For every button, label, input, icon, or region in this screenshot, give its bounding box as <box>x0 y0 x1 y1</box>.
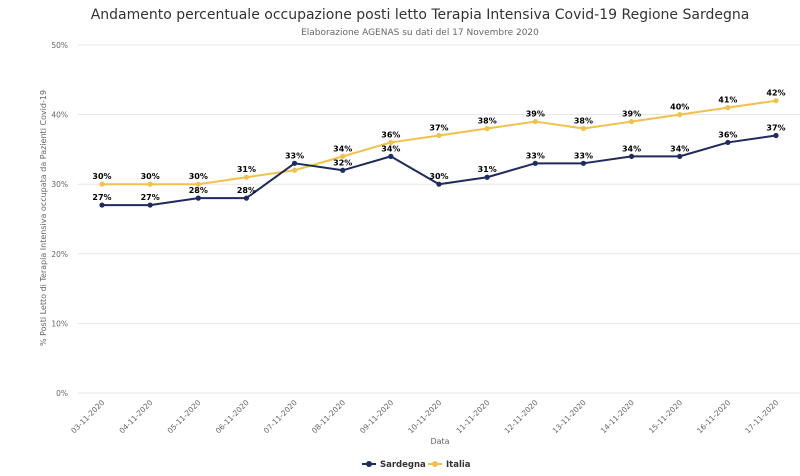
data-label-sardegna: 27% <box>141 193 160 202</box>
data-point-italia[interactable] <box>484 125 490 132</box>
chart-subtitle: Elaborazione AGENAS su dati del 17 Novem… <box>301 28 539 38</box>
data-point-sardegna[interactable] <box>99 202 105 208</box>
x-axis-ticks: 03-11-2020 04-11-2020 05-11-2020 06-11-2020… <box>69 398 780 435</box>
data-point-italia[interactable] <box>580 125 587 132</box>
data-point-italia[interactable] <box>773 98 779 104</box>
data-point-sardegna[interactable] <box>291 160 298 166</box>
data-point-sardegna[interactable] <box>773 132 779 139</box>
series-lines <box>99 98 779 208</box>
data-label-sardegna: 33% <box>574 151 593 160</box>
y-tick-label: 0% <box>56 389 68 398</box>
y-tick-label: 40% <box>51 111 68 120</box>
data-point-sardegna[interactable] <box>195 195 201 201</box>
data-point-sardegna[interactable] <box>532 160 538 166</box>
data-label-sardegna: 30% <box>429 172 448 181</box>
x-tick-label: 13-11-2020 <box>551 398 588 435</box>
data-point-sardegna[interactable] <box>677 153 683 159</box>
legend: Sardegna Italia <box>362 460 471 470</box>
data-label-italia: 38% <box>478 117 497 126</box>
data-label-sardegna: 37% <box>766 123 785 132</box>
data-point-italia[interactable] <box>340 153 346 159</box>
legend-item-sardegna[interactable]: Sardegna <box>362 460 426 470</box>
data-label-italia: 31% <box>237 165 256 174</box>
y-tick-label: 10% <box>51 319 68 328</box>
data-point-sardegna[interactable] <box>147 202 153 208</box>
x-tick-label: 15-11-2020 <box>647 398 684 435</box>
data-point-italia[interactable] <box>99 181 105 187</box>
grid-lines <box>78 44 800 394</box>
data-label-sardegna: 34% <box>622 144 641 153</box>
data-label-italia: 38% <box>574 117 593 126</box>
data-point-italia[interactable] <box>147 181 153 187</box>
legend-marker-icon <box>366 461 372 467</box>
data-label-italia: 42% <box>766 89 785 98</box>
x-tick-label: 14-11-2020 <box>599 398 636 435</box>
data-label-sardegna: 33% <box>526 151 545 160</box>
x-tick-label: 03-11-2020 <box>69 398 106 435</box>
data-point-italia[interactable] <box>725 105 731 111</box>
data-point-sardegna[interactable] <box>340 167 346 173</box>
data-point-italia[interactable] <box>436 132 442 139</box>
x-tick-label: 12-11-2020 <box>503 398 540 435</box>
data-point-italia[interactable] <box>677 112 683 118</box>
data-point-sardegna[interactable] <box>484 174 490 180</box>
data-label-sardegna: 28% <box>189 186 208 195</box>
x-tick-label: 04-11-2020 <box>117 398 154 435</box>
data-label-italia: 37% <box>429 123 448 132</box>
x-tick-label: 05-11-2020 <box>166 398 203 435</box>
data-label-sardegna: 32% <box>333 158 352 167</box>
x-axis-title: Data <box>430 437 449 446</box>
y-axis-ticks: 0% 10% 20% 30% 40% 50% <box>51 41 68 398</box>
x-tick-label: 17-11-2020 <box>743 398 780 435</box>
legend-marker-icon <box>432 461 438 467</box>
x-tick-label: 07-11-2020 <box>262 398 299 435</box>
chart-title: Andamento percentuale occupazione posti … <box>91 7 750 23</box>
data-label-sardegna: 28% <box>237 186 256 195</box>
x-tick-label: 16-11-2020 <box>695 398 732 435</box>
data-label-italia: 40% <box>670 103 689 112</box>
data-point-italia[interactable] <box>628 118 635 125</box>
data-label-italia: 30% <box>141 172 160 181</box>
data-label-sardegna: 34% <box>381 144 400 153</box>
data-point-sardegna[interactable] <box>725 139 731 146</box>
data-label-italia: 30% <box>189 172 208 181</box>
data-label-italia: 39% <box>526 110 545 119</box>
data-label-italia: 41% <box>718 96 737 105</box>
data-point-italia[interactable] <box>291 167 298 173</box>
data-label-sardegna: 33% <box>285 151 304 160</box>
x-tick-label: 08-11-2020 <box>310 398 347 435</box>
data-label-italia: 36% <box>381 130 400 139</box>
legend-label: Italia <box>446 460 471 470</box>
y-tick-label: 20% <box>51 250 68 259</box>
x-tick-label: 09-11-2020 <box>358 398 395 435</box>
data-point-italia[interactable] <box>388 139 394 146</box>
data-point-italia[interactable] <box>243 174 250 180</box>
data-point-sardegna[interactable] <box>436 181 442 187</box>
legend-item-italia[interactable]: Italia <box>428 460 471 470</box>
data-label-sardegna: 36% <box>718 130 737 139</box>
data-point-italia[interactable] <box>532 118 538 125</box>
x-tick-label: 11-11-2020 <box>454 398 491 435</box>
data-label-sardegna: 34% <box>670 144 689 153</box>
data-label-sardegna: 27% <box>92 193 111 202</box>
data-label-italia: 34% <box>333 144 352 153</box>
data-point-italia[interactable] <box>195 181 201 187</box>
legend-label: Sardegna <box>380 460 426 470</box>
y-tick-label: 50% <box>51 41 68 50</box>
data-point-sardegna[interactable] <box>243 195 250 201</box>
data-labels: 27% 27% 28% 28% 33% 32% 34% 30% 31% 33% 33% 34% 34% 3… <box>92 89 785 202</box>
x-tick-label: 06-11-2020 <box>214 398 251 435</box>
data-label-italia: 30% <box>92 172 111 181</box>
data-point-sardegna[interactable] <box>580 160 587 166</box>
data-label-italia: 39% <box>622 110 641 119</box>
data-label-sardegna: 31% <box>478 165 497 174</box>
data-point-sardegna[interactable] <box>628 153 635 159</box>
x-tick-label: 10-11-2020 <box>406 398 443 435</box>
y-tick-label: 30% <box>51 180 68 189</box>
data-point-sardegna[interactable] <box>388 153 394 159</box>
y-axis-title: % Posti Letto di Terapia Intensiva occup… <box>39 90 48 346</box>
